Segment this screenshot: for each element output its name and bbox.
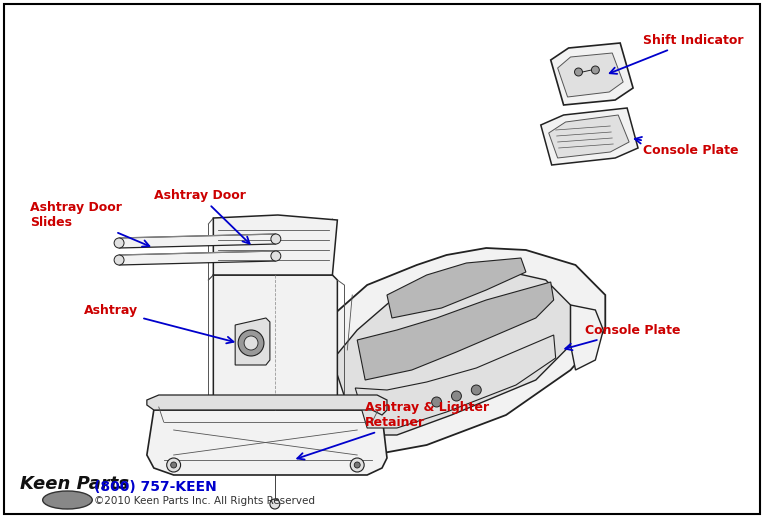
Circle shape — [166, 458, 181, 472]
Text: Console Plate: Console Plate — [634, 137, 738, 156]
Text: Console Plate: Console Plate — [565, 324, 681, 350]
Polygon shape — [355, 335, 556, 428]
Circle shape — [574, 68, 582, 76]
Text: Ashtray: Ashtray — [85, 304, 233, 343]
Circle shape — [350, 458, 364, 472]
Text: Keen Parts: Keen Parts — [20, 475, 129, 493]
Circle shape — [114, 255, 124, 265]
Circle shape — [471, 385, 481, 395]
Polygon shape — [119, 251, 276, 265]
Polygon shape — [571, 305, 604, 370]
Polygon shape — [557, 53, 623, 97]
Polygon shape — [235, 318, 270, 365]
Polygon shape — [333, 270, 571, 435]
Text: Shift Indicator: Shift Indicator — [610, 34, 744, 74]
Circle shape — [354, 462, 360, 468]
Polygon shape — [549, 115, 629, 158]
Polygon shape — [303, 350, 343, 455]
Circle shape — [451, 391, 461, 401]
Polygon shape — [147, 395, 387, 415]
Circle shape — [270, 499, 280, 509]
Circle shape — [591, 66, 599, 74]
Polygon shape — [387, 258, 526, 318]
Circle shape — [271, 251, 281, 261]
Circle shape — [238, 330, 264, 356]
Text: Ashtray & Lighter
Retainer: Ashtray & Lighter Retainer — [297, 401, 489, 459]
Polygon shape — [213, 275, 337, 410]
Text: ©2010 Keen Parts Inc. All Rights Reserved: ©2010 Keen Parts Inc. All Rights Reserve… — [94, 496, 315, 506]
Polygon shape — [213, 215, 337, 275]
Polygon shape — [551, 43, 633, 105]
Circle shape — [432, 397, 441, 407]
Text: Ashtray Door: Ashtray Door — [154, 189, 249, 243]
Polygon shape — [303, 248, 605, 455]
Text: Ashtray Door
Slides: Ashtray Door Slides — [30, 201, 149, 247]
Polygon shape — [357, 282, 554, 380]
Polygon shape — [541, 108, 638, 165]
Polygon shape — [147, 410, 387, 475]
Ellipse shape — [42, 491, 92, 509]
Circle shape — [271, 234, 281, 244]
Polygon shape — [119, 234, 276, 248]
Circle shape — [114, 238, 124, 248]
Circle shape — [244, 336, 258, 350]
Text: (800) 757-KEEN: (800) 757-KEEN — [94, 480, 217, 494]
Circle shape — [171, 462, 176, 468]
